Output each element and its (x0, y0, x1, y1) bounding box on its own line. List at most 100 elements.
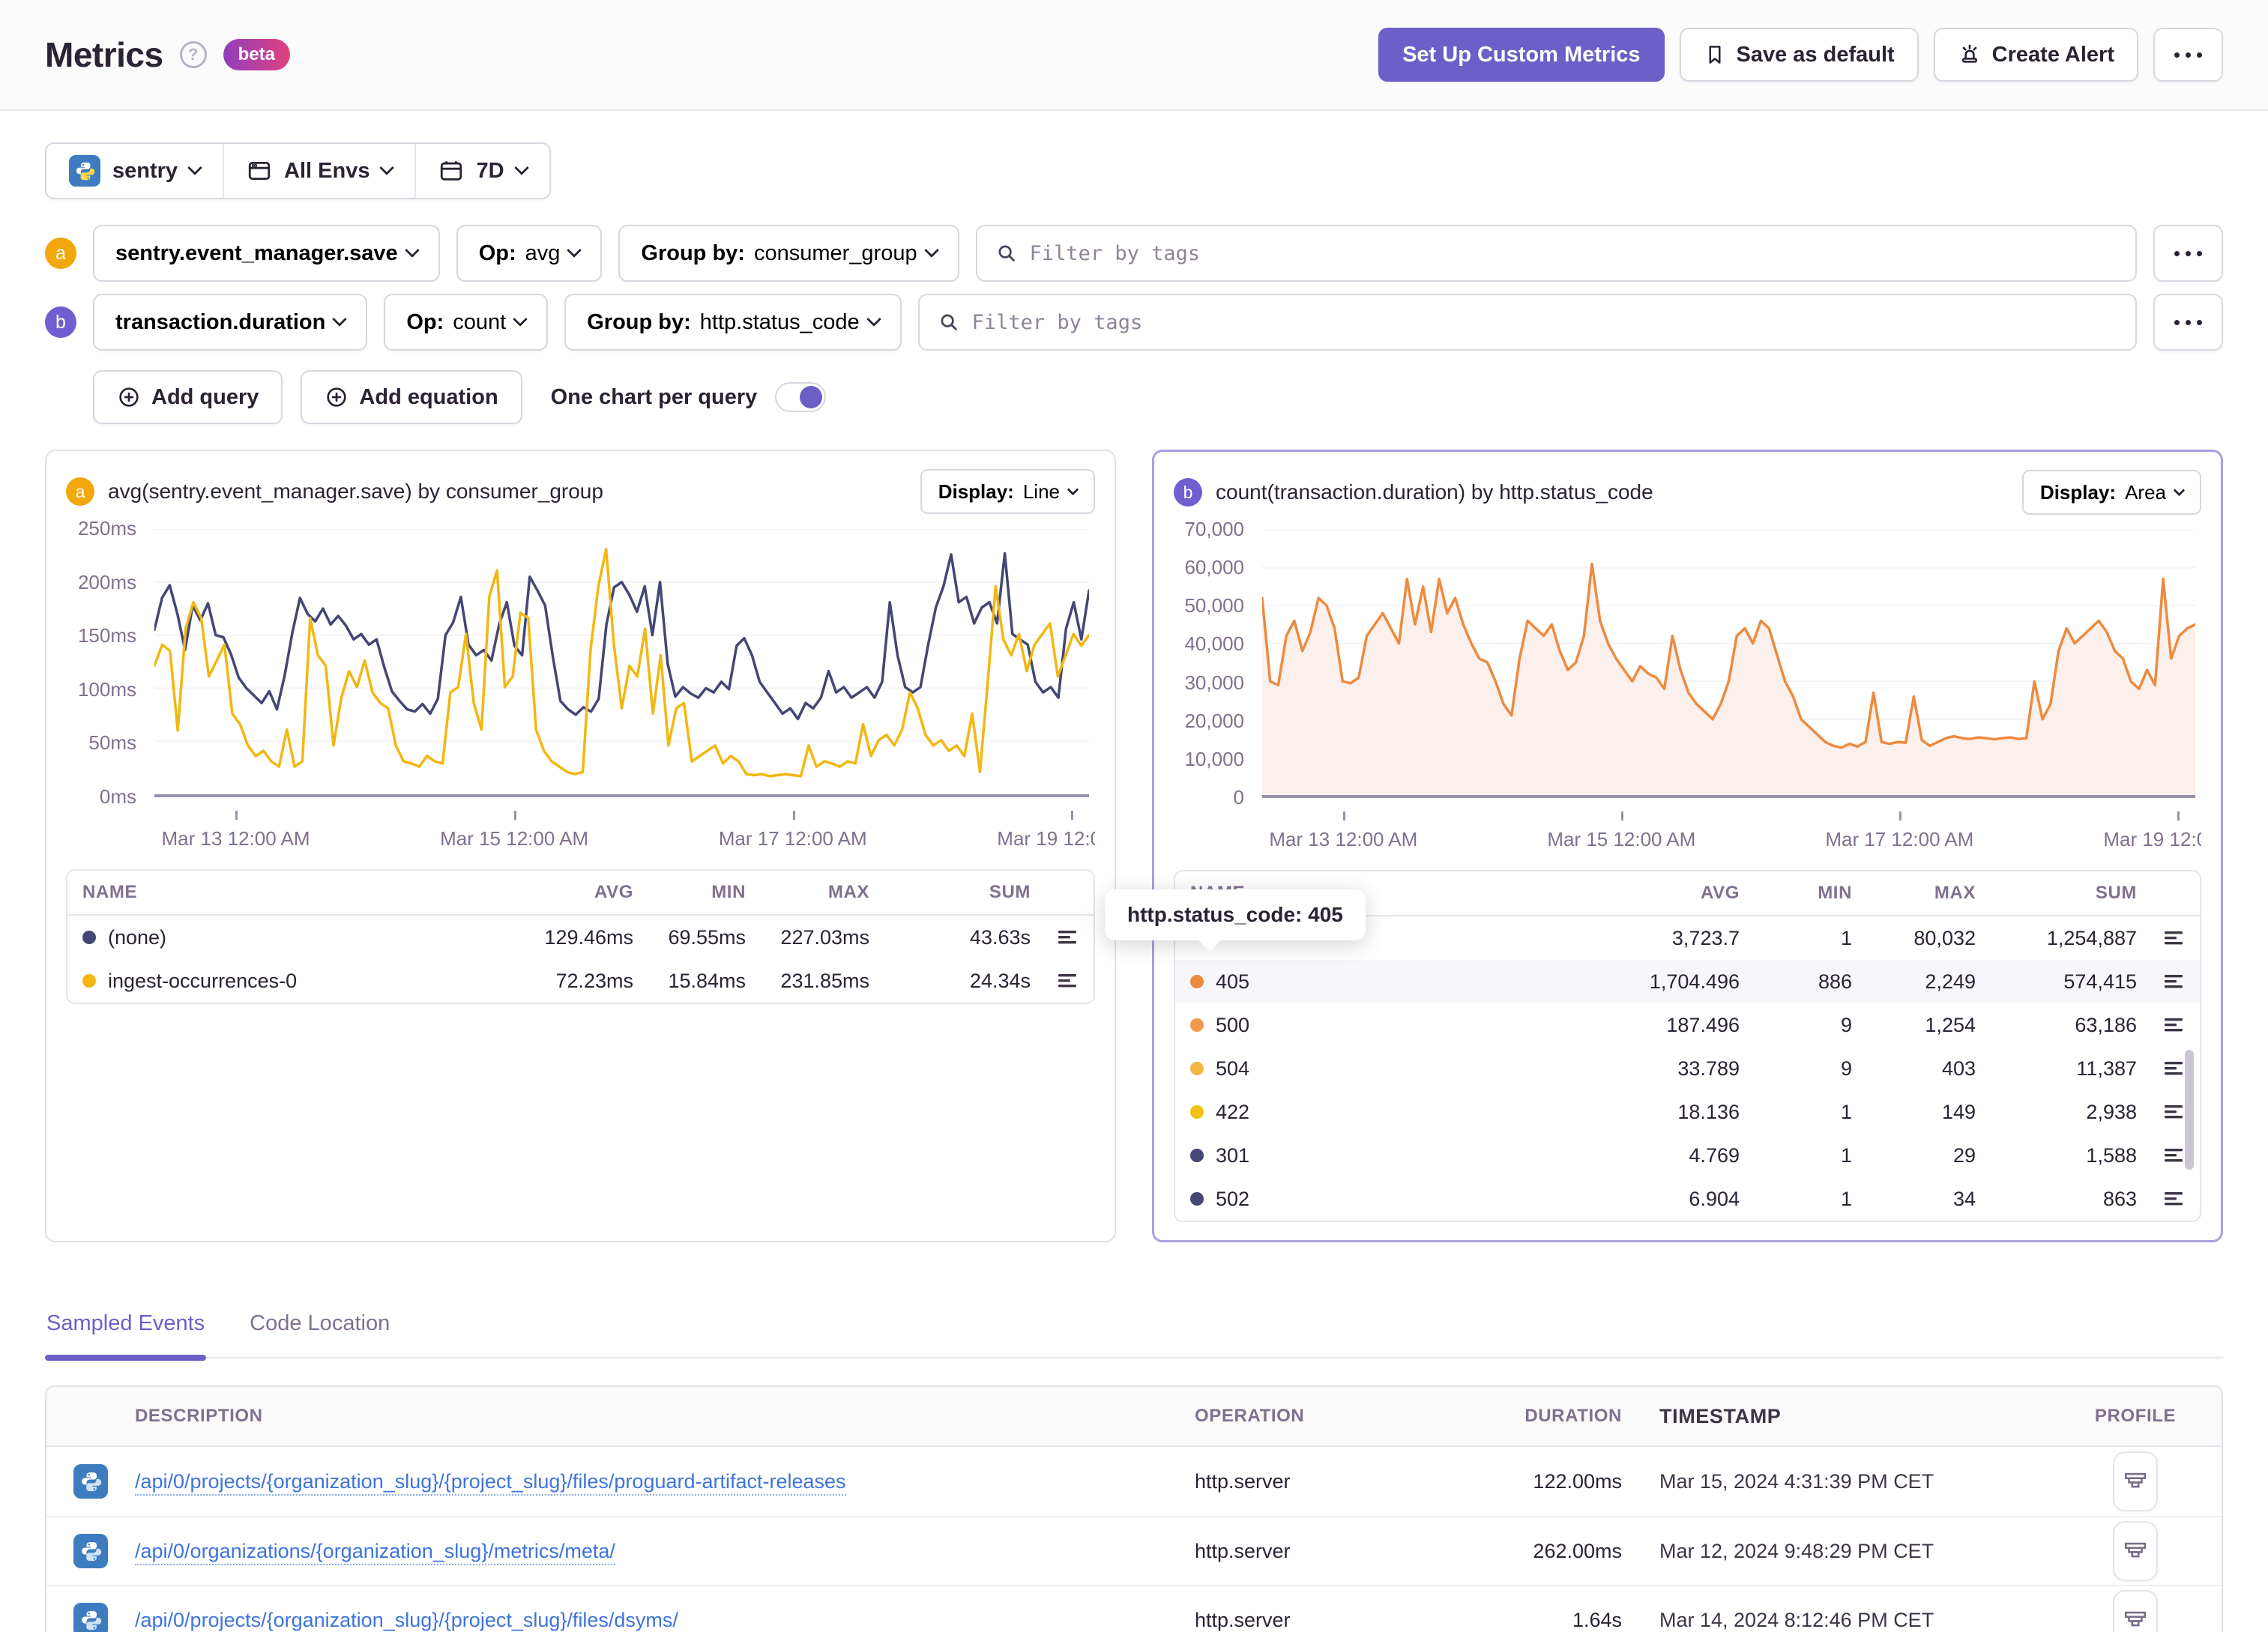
tag-filter-input-a[interactable] (1029, 241, 2117, 265)
x-axis-labels: Mar 13 12:00 AM Mar 15 12:00 AM Mar 17 12:… (1262, 810, 2201, 858)
series-avg: 72.23ms (555, 969, 633, 992)
operation-value: count (453, 309, 507, 334)
table-header-row: NAME AVG MIN MAX SUM (67, 871, 1094, 916)
add-query-label: Add query (151, 384, 259, 409)
metric-selector-b[interactable]: transaction.duration (93, 294, 368, 351)
plot-area[interactable] (1262, 530, 2195, 798)
operation-value: avg (525, 241, 561, 265)
col-max: MAX (827, 882, 869, 902)
tab-sampled-events[interactable]: Sampled Events (45, 1311, 207, 1361)
display-type-selector-a[interactable]: Display: Line (920, 469, 1095, 514)
series-min: 15.84ms (668, 969, 746, 992)
event-operation: http.server (1195, 1539, 1291, 1562)
x-axis-tick (2177, 812, 2180, 820)
table-row[interactable]: 500 187.496 9 1,254 63,186 (1175, 1003, 2200, 1047)
tab-code-location[interactable]: Code Location (250, 1311, 390, 1335)
col-avg: AVG (1700, 883, 1740, 903)
profile-button[interactable] (2113, 1451, 2158, 1511)
series-name: 301 (1216, 1143, 1250, 1167)
col-description: DESCRIPTION (135, 1406, 263, 1426)
event-operation: http.server (1195, 1469, 1291, 1493)
series-max: 227.03ms (780, 925, 869, 949)
row-menu-icon[interactable] (2164, 1146, 2185, 1164)
table-scrollbar[interactable] (2185, 1050, 2194, 1170)
row-menu-icon[interactable] (2164, 1103, 2185, 1121)
row-menu-icon[interactable] (2164, 1190, 2185, 1208)
table-row[interactable]: 422 18.136 1 149 2,938 (1175, 1090, 2200, 1134)
title-group: Metrics ? beta (45, 34, 290, 75)
project-selector[interactable]: sentry (46, 144, 223, 198)
help-icon[interactable]: ? (179, 41, 207, 68)
chart-panel-a[interactable]: a avg(sentry.event_manager.save) by cons… (45, 450, 1116, 1242)
table-row[interactable]: 405 1,704.496 886 2,249 574,415 (1175, 960, 2200, 1003)
y-axis-tick-label: 150ms (77, 624, 136, 647)
event-description-link[interactable]: /api/0/organizations/{organization_slug}… (135, 1539, 615, 1565)
chart-panel-b[interactable]: b count(transaction.duration) by http.st… (1105, 450, 2223, 1242)
series-min: 1 (1840, 1100, 1852, 1123)
series-max: 231.85ms (780, 969, 869, 992)
plot-area[interactable] (154, 529, 1089, 797)
series-avg: 18.136 (1677, 1100, 1740, 1123)
event-description-link[interactable]: /api/0/projects/{organization_slug}/{pro… (135, 1469, 846, 1496)
query-b-more-options-button[interactable] (2153, 294, 2223, 351)
chart-canvas[interactable] (1262, 530, 2195, 795)
series-color-dot (82, 974, 96, 988)
environment-selector[interactable]: All Envs (223, 144, 414, 198)
metric-selector-a[interactable]: sentry.event_manager.save (93, 225, 440, 282)
add-equation-label: Add equation (359, 384, 498, 409)
add-equation-button[interactable]: Add equation (301, 370, 522, 424)
row-menu-icon[interactable] (2164, 973, 2185, 991)
row-menu-icon[interactable] (2164, 929, 2185, 947)
table-row[interactable]: 502 6.904 1 34 863 (1175, 1177, 2200, 1221)
y-axis-tick-label: 60,000 (1184, 556, 1244, 579)
series-avg: 129.46ms (544, 925, 633, 949)
chevron-down-icon (332, 312, 348, 327)
chart-canvas[interactable] (154, 529, 1089, 794)
table-row[interactable]: ingest-occurrences-0 72.23ms 15.84ms 231… (67, 959, 1094, 1003)
display-value: Area (2125, 480, 2166, 504)
toggle-knob (800, 386, 823, 408)
one-chart-per-query-toggle[interactable] (775, 382, 827, 412)
save-as-default-button[interactable]: Save as default (1679, 28, 1919, 82)
time-range-selector[interactable]: 7D (414, 144, 549, 198)
chevron-down-icon (379, 160, 395, 175)
setup-custom-metrics-button[interactable]: Set Up Custom Metrics (1378, 28, 1665, 82)
create-alert-button[interactable]: Create Alert (1933, 28, 2138, 82)
profile-button[interactable] (2113, 1590, 2158, 1632)
x-axis-tick (1343, 812, 1346, 820)
x-axis-labels: Mar 13 12:00 AM Mar 15 12:00 AM Mar 17 12:… (154, 809, 1095, 857)
y-axis-tick-label: 10,000 (1184, 747, 1244, 770)
table-row[interactable]: 301 4.769 1 29 1,588 (1175, 1134, 2200, 1177)
tag-filter-input-b[interactable] (971, 310, 2117, 334)
query-a-more-options-button[interactable] (2153, 225, 2223, 282)
table-row[interactable]: (none) 129.46ms 69.55ms 227.03ms 43.63s (67, 916, 1094, 959)
row-menu-icon[interactable] (1058, 928, 1079, 946)
operation-selector-b[interactable]: Op: count (384, 294, 549, 351)
circled-plus-icon (117, 385, 141, 409)
row-menu-icon[interactable] (2164, 1016, 2185, 1034)
event-description-link[interactable]: /api/0/projects/{organization_slug}/{pro… (135, 1608, 678, 1632)
row-menu-icon[interactable] (1058, 972, 1079, 990)
profile-button[interactable] (2113, 1521, 2158, 1581)
display-type-selector-b[interactable]: Display: Area (2021, 470, 2201, 515)
sampled-events-table: DESCRIPTION OPERATION DURATION TIMESTAMP… (45, 1385, 2223, 1632)
group-by-selector-a[interactable]: Group by: consumer_group (618, 225, 959, 282)
display-value: Line (1022, 480, 1060, 503)
header-more-options-button[interactable] (2153, 28, 2223, 82)
python-platform-icon (73, 1603, 108, 1632)
table-row[interactable]: 504 33.789 9 403 11,387 (1175, 1047, 2200, 1090)
table-row[interactable]: 3,723.7 1 80,032 1,254,887 (1175, 916, 2200, 960)
chevron-down-icon (567, 243, 582, 258)
add-query-button[interactable]: Add query (93, 370, 283, 424)
line-chart-a: 0ms 50ms 100ms 150ms 200ms 250ms Mar 13 12:00… (66, 519, 1095, 857)
series-name: 422 (1216, 1100, 1250, 1123)
chevron-down-icon (513, 312, 528, 327)
header-actions: Set Up Custom Metrics Save as default Cr… (1378, 28, 2223, 82)
operation-selector-a[interactable]: Op: avg (456, 225, 603, 282)
event-duration: 1.64s (1572, 1608, 1622, 1631)
metric-selector-b-label: transaction.duration (115, 309, 326, 334)
row-menu-icon[interactable] (2164, 1060, 2185, 1078)
group-by-selector-b[interactable]: Group by: http.status_code (564, 294, 902, 351)
series-sum: 43.63s (969, 925, 1031, 949)
group-by-value: http.status_code (699, 309, 860, 334)
